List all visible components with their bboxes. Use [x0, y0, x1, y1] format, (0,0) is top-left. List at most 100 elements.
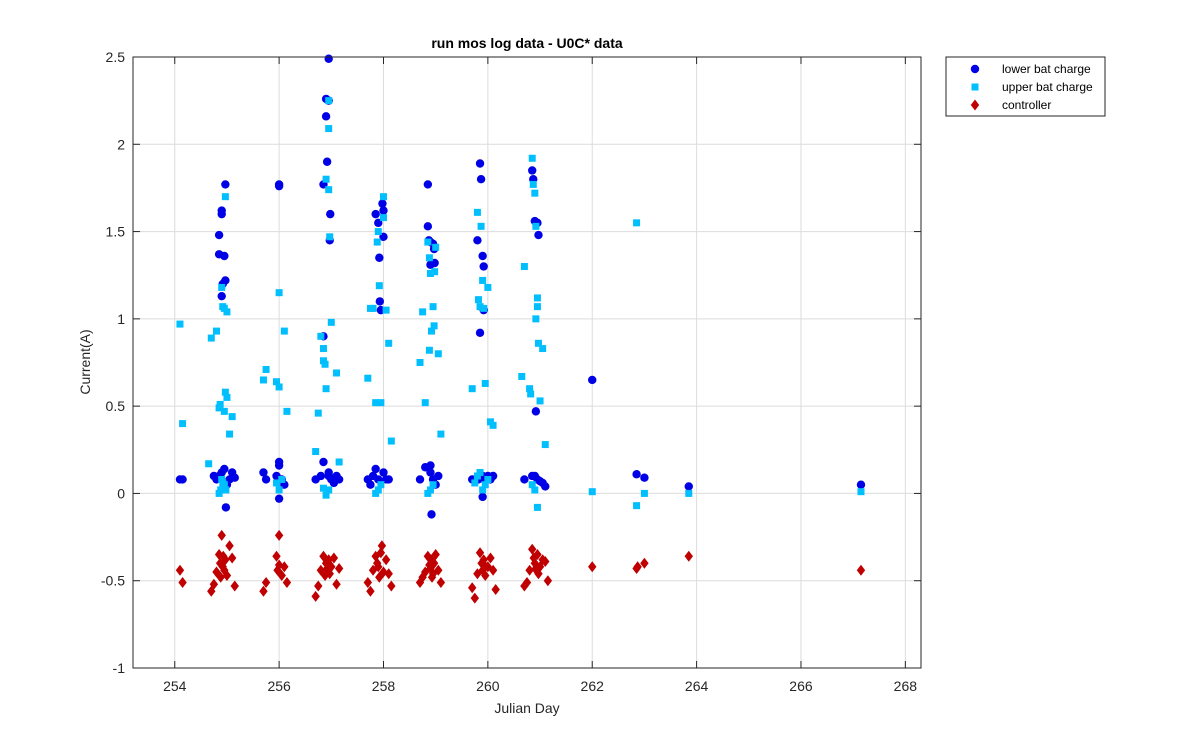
data-point-diamond: [219, 550, 228, 562]
legend-label: upper bat charge: [1002, 80, 1093, 94]
data-point-square: [216, 400, 224, 408]
data-point-diamond: [178, 576, 187, 588]
y-tick-label: -1: [113, 660, 126, 676]
data-point-circle: [371, 464, 380, 474]
data-point-diamond: [222, 569, 232, 581]
data-point-square: [421, 399, 429, 407]
data-point-diamond: [272, 550, 281, 562]
data-point-diamond: [434, 564, 443, 576]
data-point-square: [429, 481, 437, 489]
data-point-square: [379, 193, 387, 201]
data-point-square: [221, 388, 229, 396]
data-point-square: [364, 374, 372, 382]
data-point-diamond: [227, 552, 237, 564]
data-point-square: [541, 441, 549, 449]
data-point-diamond: [381, 554, 391, 566]
data-point-diamond: [640, 557, 649, 569]
data-point-diamond: [363, 576, 373, 588]
data-point-square: [218, 475, 226, 483]
x-tick-label: 264: [685, 678, 709, 694]
data-point-circle: [640, 473, 649, 482]
y-tick-label: 2.5: [106, 49, 126, 65]
data-point-diamond: [475, 547, 485, 559]
data-point-circle: [221, 276, 230, 285]
data-point-diamond: [384, 568, 393, 580]
data-point-diamond: [480, 559, 489, 571]
data-point-circle: [475, 328, 485, 338]
data-point-circle: [531, 407, 541, 416]
data-point-diamond: [427, 571, 437, 583]
data-point-square: [321, 360, 329, 368]
data-point-square: [518, 372, 526, 380]
data-point-square: [179, 420, 187, 428]
y-tick-label: 0.5: [106, 398, 126, 414]
data-point-square: [425, 346, 433, 354]
data-point-square: [379, 214, 387, 222]
data-point-circle: [684, 482, 693, 491]
data-point-circle: [319, 457, 328, 467]
data-point-square: [430, 322, 438, 330]
data-point-square: [220, 407, 228, 415]
data-point-diamond: [329, 552, 339, 564]
data-point-square: [528, 154, 536, 162]
data-point-square: [326, 233, 334, 241]
chart-title: run mos log data - U0C* data: [431, 35, 623, 51]
data-point-circle: [379, 206, 388, 215]
data-point-diamond: [280, 561, 289, 573]
data-point-square: [222, 486, 230, 494]
data-point-square: [322, 491, 330, 499]
data-point-square: [275, 383, 283, 391]
data-point-circle: [415, 475, 425, 484]
data-point-square: [333, 369, 341, 377]
data-point-diamond: [282, 576, 292, 588]
data-point-circle: [230, 473, 239, 482]
data-point-circle: [541, 482, 550, 491]
data-point-circle: [426, 468, 435, 477]
data-point-square: [477, 222, 485, 230]
data-point-square: [531, 486, 539, 494]
data-point-square: [473, 472, 481, 480]
data-point-circle: [476, 175, 486, 184]
data-point-square: [259, 376, 267, 384]
data-point-square: [489, 421, 497, 429]
y-tick-label: -0.5: [101, 573, 125, 589]
data-point-square: [468, 385, 476, 393]
x-axis-label: Julian Day: [494, 700, 559, 716]
data-point-square: [633, 502, 641, 510]
data-point-circle: [375, 297, 385, 306]
plot-area: [133, 57, 921, 668]
data-point-circle: [274, 461, 284, 470]
series-square: [176, 97, 865, 511]
data-point-square: [223, 393, 231, 401]
data-point-diamond: [532, 564, 541, 576]
data-point-square: [373, 238, 381, 246]
data-point-diamond: [470, 592, 480, 604]
data-point-square: [480, 304, 488, 312]
data-point-square: [262, 365, 270, 373]
data-point-square: [278, 475, 286, 483]
data-point-circle: [326, 209, 335, 219]
x-tick-label: 268: [894, 678, 918, 694]
data-point-circle: [427, 510, 436, 519]
data-point-square: [372, 399, 380, 407]
data-point-square: [481, 379, 489, 387]
data-point-square: [428, 327, 436, 335]
data-point-circle: [316, 471, 326, 481]
data-point-diamond: [429, 557, 439, 569]
x-tick-label: 262: [581, 678, 605, 694]
data-point-diamond: [525, 564, 534, 576]
data-point-circle: [528, 471, 537, 481]
data-point-diamond: [486, 552, 495, 564]
data-point-square: [377, 399, 385, 407]
data-point-circle: [478, 251, 487, 261]
data-point-square: [319, 484, 327, 492]
data-point-square: [484, 475, 492, 483]
data-point-diamond: [684, 550, 693, 562]
data-point-diamond: [529, 552, 538, 564]
data-point-circle: [324, 54, 333, 63]
data-point-square: [532, 222, 540, 230]
data-point-circle: [220, 251, 229, 261]
data-point-diamond: [216, 571, 225, 583]
data-point-square: [317, 332, 325, 340]
